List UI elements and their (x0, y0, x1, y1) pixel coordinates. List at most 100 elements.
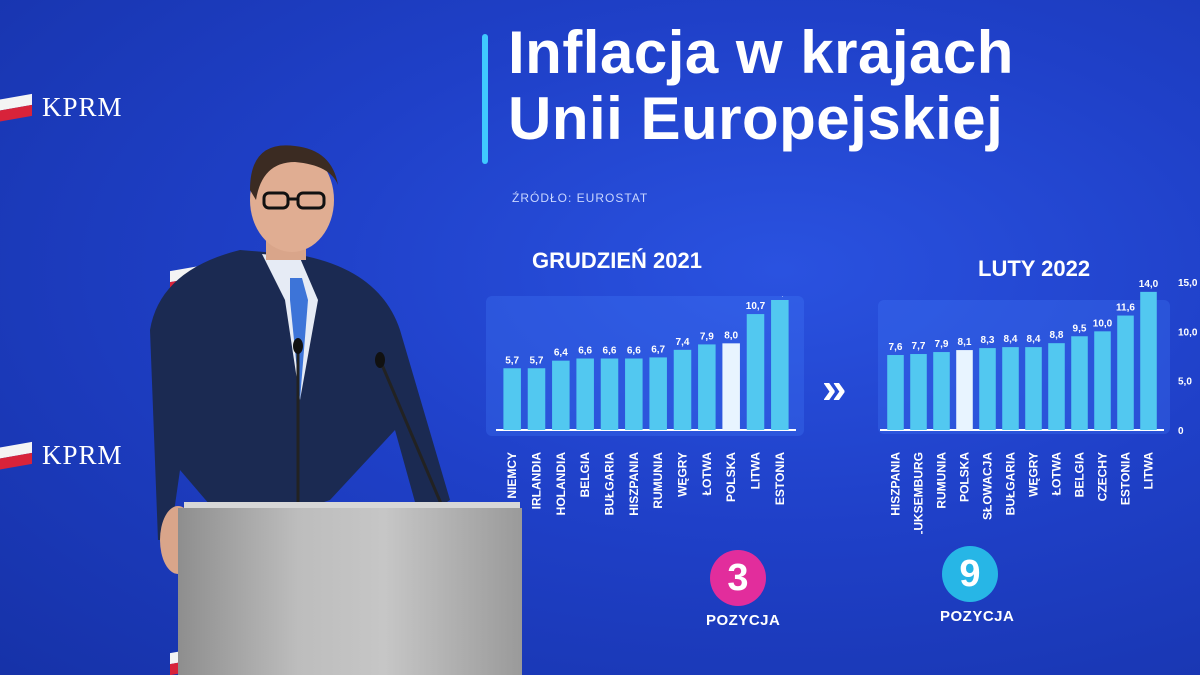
category-label: ŁOTWA (1050, 452, 1064, 496)
category-label: RUMUNIA (935, 452, 949, 509)
position-label-1: POZYCJA (706, 612, 781, 629)
bar-polska (722, 343, 740, 430)
category-label: LITWA (749, 452, 763, 490)
slide-title-line-2: Unii Europejskiej (508, 85, 1004, 152)
value-label: 6,4 (554, 348, 568, 359)
category-label: ESTONIA (773, 452, 787, 505)
bar-rumunia (649, 357, 667, 430)
bar-łotwa (1048, 343, 1065, 430)
bar-czechy (1094, 331, 1111, 430)
category-label: HOLANDIA (554, 452, 568, 516)
bar-polska (956, 350, 973, 430)
chart-1: 5,7 NIEMCY 5,7 IRLANDIA 6,4 HOLANDIA 6,6 BELGIA… (496, 296, 796, 516)
bar-hiszpania (887, 355, 904, 430)
value-label: 10,7 (746, 301, 766, 312)
bar-estonia (771, 300, 789, 430)
source-note: ŹRÓDŁO: EUROSTAT (512, 191, 649, 205)
value-label: 8,4 (1027, 334, 1041, 345)
bar-irlandia (527, 368, 546, 430)
value-label: 7,6 (889, 342, 903, 353)
category-label: ŁOTWA (700, 452, 714, 496)
kprm-logo-text: KPRM (42, 92, 123, 122)
position-label-2: POZYCJA (940, 608, 1015, 625)
value-label: 11,6 (1116, 303, 1135, 314)
bar-rumunia (933, 352, 950, 430)
value-label: 7,9 (935, 339, 949, 350)
value-label: 8,0 (724, 330, 738, 341)
bar-litwa (1140, 291, 1157, 430)
bar-litwa (746, 314, 765, 430)
transition-arrows-icon: » (822, 364, 847, 413)
category-label: BELGIA (1073, 452, 1087, 498)
polish-flag-icon (0, 93, 32, 122)
kprm-logo-text: KPRM (42, 440, 123, 470)
value-label: 7,7 (912, 341, 926, 352)
category-label: NIEMCY (505, 452, 519, 499)
category-label: ESTONIA (1119, 452, 1133, 505)
value-label: 9,5 (1073, 323, 1087, 334)
category-label: LUKSEMBURG (912, 452, 926, 534)
title-accent-bar (482, 34, 488, 164)
category-label: IRLANDIA (530, 452, 544, 510)
bar-węgry (673, 349, 692, 430)
chart-2: 7,6 HISZPANIA 7,7 LUKSEMBURG 7,9 RUMUNIA 8,1 PO… (880, 278, 1198, 534)
bar-estonia (1117, 315, 1134, 430)
y-tick-label: 15,0 (1178, 278, 1198, 289)
category-label: POLSKA (958, 452, 972, 502)
polish-flag-icon (170, 264, 206, 294)
category-label: HISZPANIA (889, 452, 903, 516)
value-label: 5,7 (505, 355, 519, 366)
podium-top (184, 502, 520, 512)
y-tick-label: 10,0 (1178, 327, 1198, 338)
position-badge-1: 3 (710, 550, 766, 606)
category-label: HISZPANIA (627, 452, 641, 516)
kprm-logo-top: KPRM (0, 92, 123, 123)
category-label: CZECHY (1096, 452, 1110, 501)
bar-łotwa (698, 344, 716, 430)
category-label: POLSKA (724, 452, 738, 502)
chart-1-title: GRUDZIEŃ 2021 (532, 248, 702, 273)
bar-belgia (1071, 336, 1088, 430)
kprm-logo-middle: KPRM (0, 440, 123, 471)
y-tick-label: 5,0 (1178, 377, 1192, 388)
slide-title-line-1: Inflacja w krajach (508, 19, 1014, 86)
value-label: 5,7 (530, 355, 544, 366)
value-label: 6,6 (627, 346, 641, 357)
value-label: 8,8 (1050, 330, 1064, 341)
value-label: 8,1 (958, 337, 972, 348)
slide-title: Inflacja w krajach Unii Europejskiej (508, 20, 1014, 152)
podium (178, 508, 522, 675)
bar-słowacja (979, 348, 996, 430)
bar-holandia (552, 360, 570, 430)
value-label: 7,9 (700, 331, 714, 342)
value-label: 7,4 (676, 337, 690, 348)
category-label: BELGIA (578, 452, 592, 498)
category-label: LITWA (1142, 452, 1156, 490)
category-label: RUMUNIA (651, 452, 665, 509)
position-badge-2: 9 (942, 546, 998, 602)
bar-belgia (576, 358, 594, 430)
value-label: 6,6 (603, 346, 617, 357)
value-label: 8,3 (981, 335, 995, 346)
bar-węgry (1025, 347, 1042, 430)
chart-2-title: LUTY 2022 (978, 256, 1091, 281)
bar-niemcy (503, 368, 521, 430)
category-label: SŁOWACJA (981, 452, 995, 520)
value-label: 6,7 (651, 344, 665, 355)
bar-luksemburg (910, 354, 927, 430)
bar-bułgaria (1002, 347, 1019, 430)
category-label: BUŁGARIA (1004, 452, 1018, 516)
polish-flag-icon (0, 441, 32, 470)
value-label: 12,0 (770, 296, 790, 298)
y-tick-label: 0 (1178, 426, 1184, 437)
bar-hiszpania (625, 358, 643, 430)
value-label: 8,4 (1004, 334, 1018, 345)
category-label: WĘGRY (676, 452, 690, 497)
category-label: WĘGRY (1027, 452, 1041, 497)
category-label: BUŁGARIA (603, 452, 617, 516)
bar-bułgaria (600, 358, 619, 430)
value-label: 6,6 (578, 346, 592, 357)
value-label: 10,0 (1093, 318, 1113, 329)
value-label: 14,0 (1139, 279, 1159, 290)
